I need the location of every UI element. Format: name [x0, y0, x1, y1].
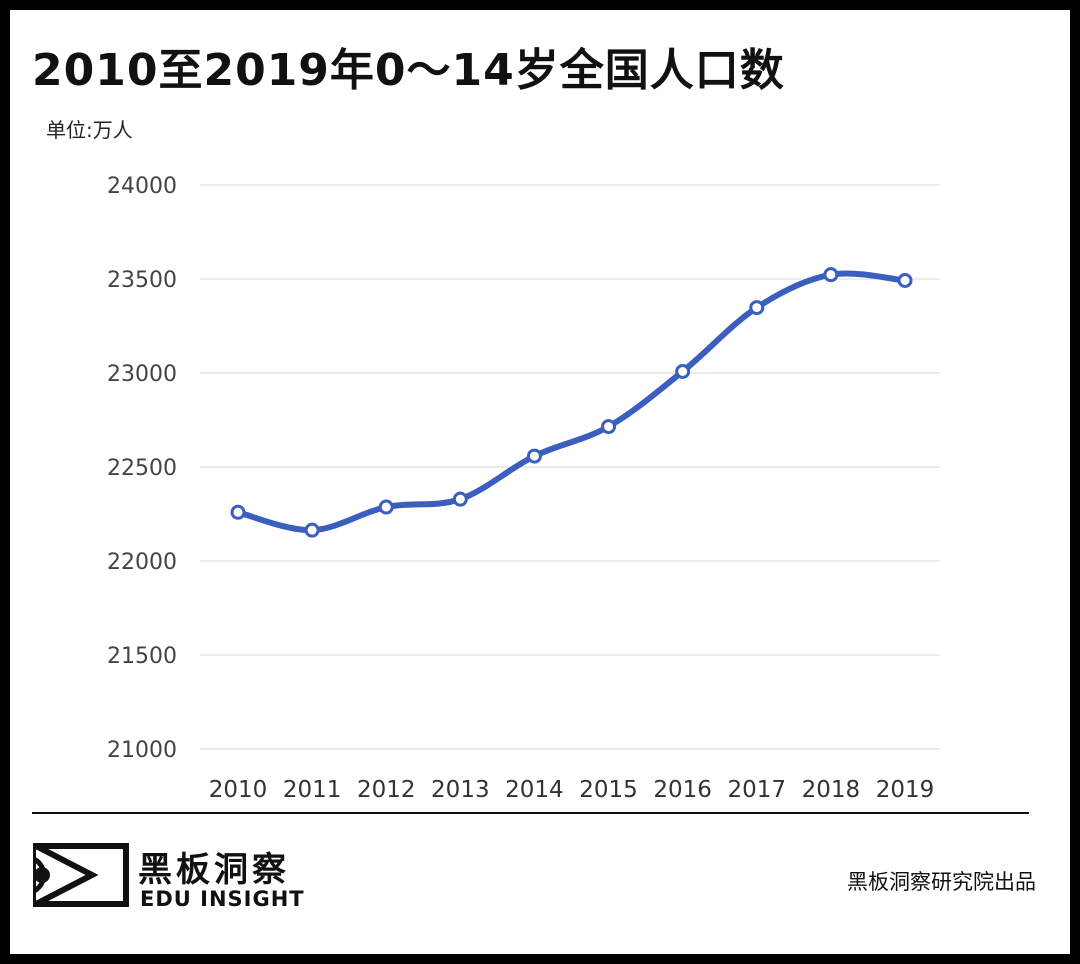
data-point: [897, 273, 913, 289]
brand-name-cn: 黑板洞察: [138, 850, 290, 890]
x-tick-label: 2014: [505, 777, 564, 803]
data-point: [749, 300, 765, 316]
x-tick-label: 2019: [876, 777, 935, 803]
data-point: [304, 522, 320, 538]
credit-text: 黑板洞察研究院出品: [847, 870, 1036, 894]
y-tick-label: 22000: [107, 550, 177, 575]
x-tick-label: 2017: [728, 777, 787, 803]
y-tick-label: 23500: [107, 268, 177, 293]
grid-lines: [200, 184, 940, 750]
x-axis-ticks: 2010 2011 2012 2013 2014 2015 2016 2017 2018 2019: [209, 777, 935, 803]
page-title: 2010至2019年0～14岁全国人口数: [32, 45, 785, 96]
x-tick-label: 2012: [357, 777, 416, 803]
chart-frame: [10, 10, 1070, 954]
data-points: [230, 267, 913, 538]
series-line: [235, 270, 908, 534]
data-point: [823, 267, 839, 283]
brand-logo: 黑板洞察 EDU INSIGHT: [32, 842, 322, 912]
data-point: [452, 491, 468, 507]
y-tick-label: 21500: [107, 644, 177, 669]
y-tick-label: 23000: [107, 362, 177, 387]
eye-logo-icon: [32, 843, 129, 907]
data-point: [378, 499, 394, 515]
data-point: [230, 504, 246, 520]
y-axis-ticks: 24000 23500 23000 22500 22000 21500 21000: [107, 174, 177, 763]
data-point: [601, 419, 617, 435]
x-tick-label: 2016: [653, 777, 712, 803]
line-chart: 24000 23500 23000 22500 22000 21500 21000 2010…: [107, 174, 940, 803]
brand-name-en: EDU INSIGHT: [140, 887, 305, 911]
x-tick-label: 2015: [579, 777, 638, 803]
data-point: [675, 363, 691, 379]
footer-divider: [32, 812, 1029, 814]
y-tick-label: 22500: [107, 456, 177, 481]
x-tick-label: 2018: [802, 777, 861, 803]
y-tick-label: 24000: [107, 174, 177, 199]
x-tick-label: 2013: [431, 777, 490, 803]
data-point: [526, 448, 542, 464]
x-tick-label: 2011: [283, 777, 342, 803]
x-tick-label: 2010: [209, 777, 268, 803]
unit-label: 单位:万人: [46, 118, 133, 142]
y-tick-label: 21000: [107, 738, 177, 763]
